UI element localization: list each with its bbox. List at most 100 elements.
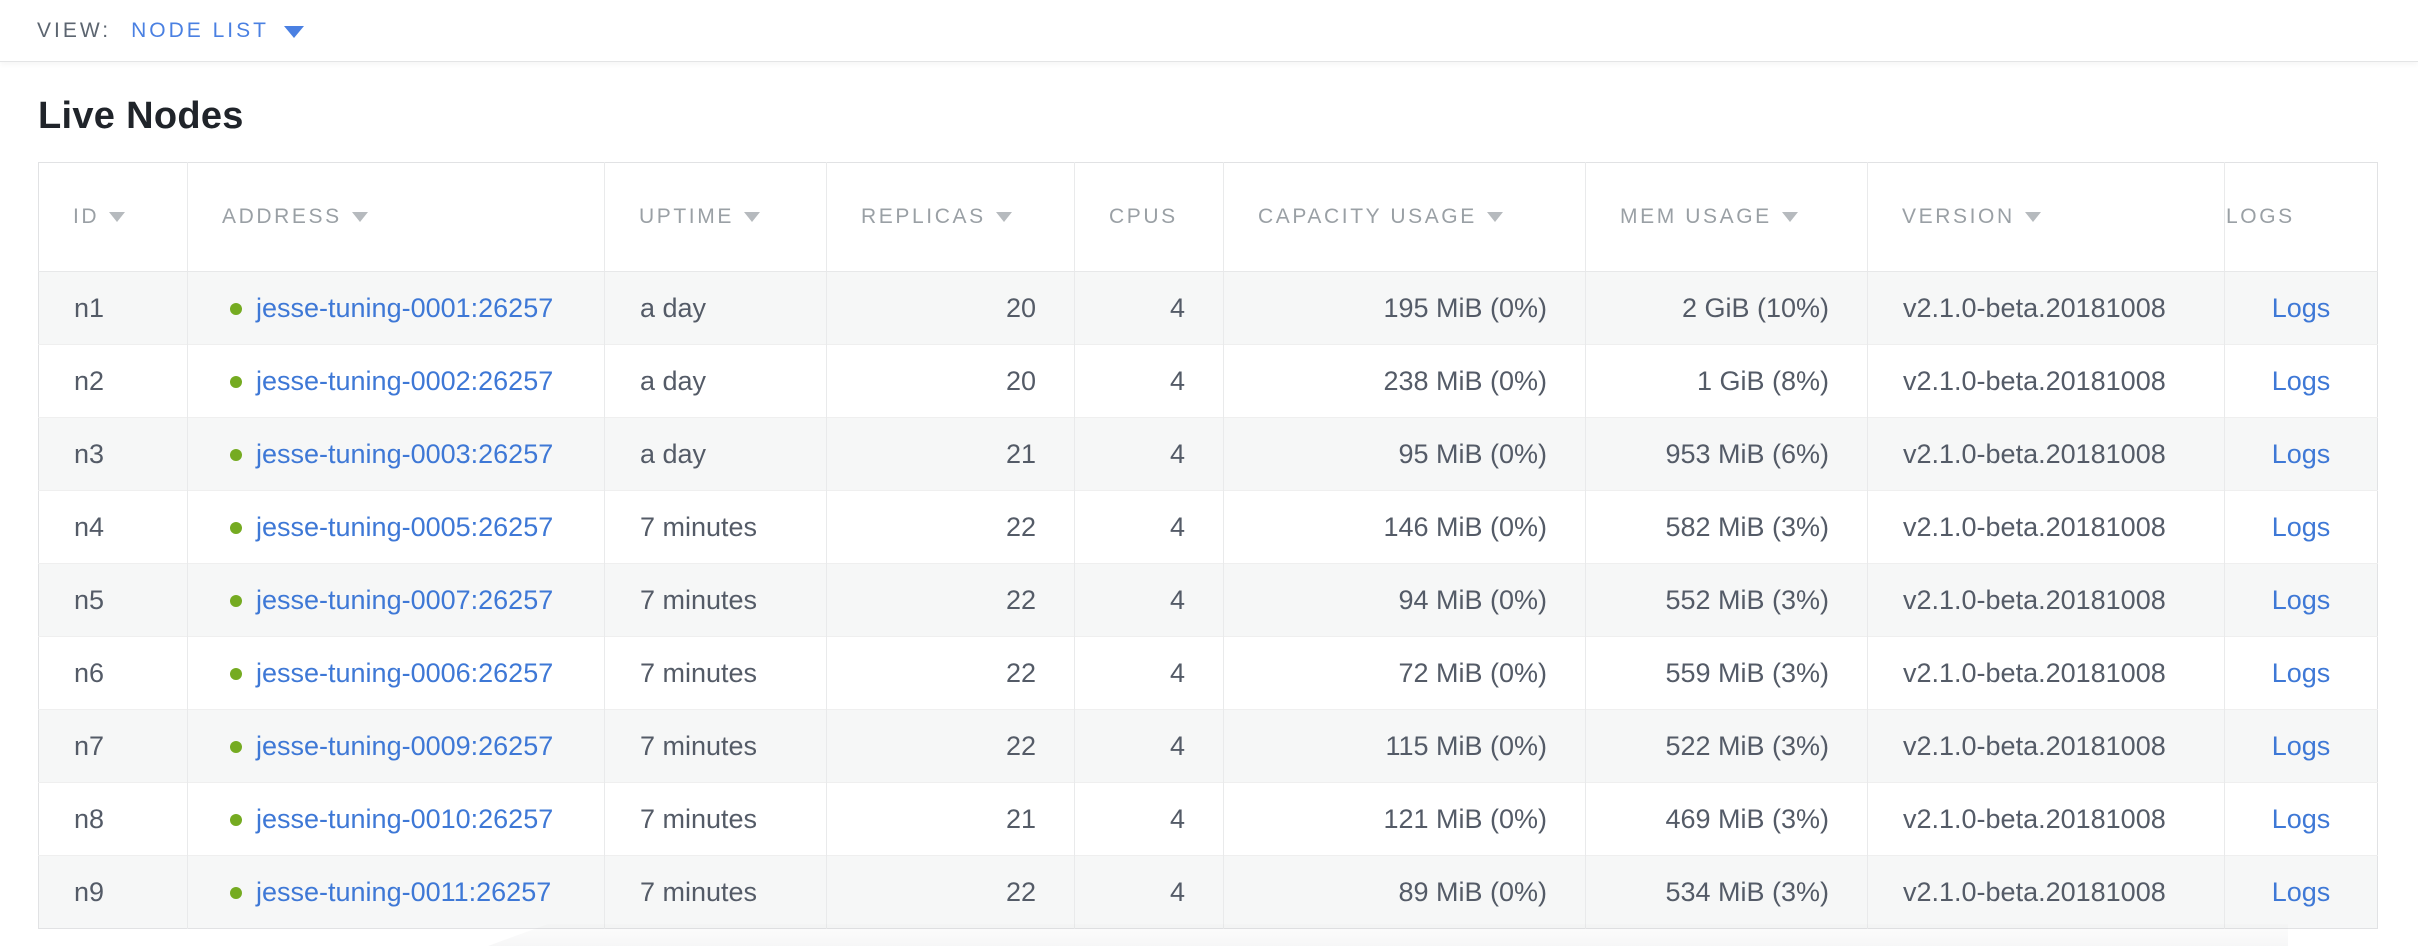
logs-link[interactable]: Logs — [2271, 292, 2331, 323]
cell-cpus: 4 — [1074, 271, 1224, 345]
node-address-link[interactable]: jesse-tuning-0005:26257 — [256, 511, 554, 542]
logs-link[interactable]: Logs — [2271, 803, 2331, 834]
cell-uptime: 7 minutes — [604, 490, 827, 564]
sort-desc-icon — [351, 212, 368, 222]
cell-uptime: a day — [604, 344, 827, 418]
node-address-link[interactable]: jesse-tuning-0002:26257 — [256, 365, 554, 396]
logs-link[interactable]: Logs — [2271, 730, 2331, 761]
cell-id: n2 — [38, 344, 188, 418]
cell-logs: Logs — [2224, 417, 2378, 491]
sort-desc-icon — [1486, 212, 1503, 222]
table-header-row: ID ADDRESS UPTIME REPLICAS CPUS CAPACITY USAG… — [38, 162, 2378, 272]
cell-uptime: 7 minutes — [604, 855, 827, 929]
cell-logs: Logs — [2224, 344, 2378, 418]
status-dot-icon — [230, 813, 242, 826]
cell-replicas: 22 — [826, 636, 1075, 710]
logs-link[interactable]: Logs — [2271, 365, 2331, 396]
node-address-link[interactable]: jesse-tuning-0006:26257 — [256, 657, 554, 688]
cell-capacity: 115 MiB (0%) — [1223, 709, 1586, 783]
cell-mem: 522 MiB (3%) — [1585, 709, 1868, 783]
sort-desc-icon — [109, 212, 126, 222]
cell-id: n8 — [38, 782, 188, 856]
status-dot-icon — [230, 302, 242, 315]
node-address-link[interactable]: jesse-tuning-0001:26257 — [256, 292, 554, 323]
logs-link[interactable]: Logs — [2271, 657, 2331, 688]
column-header-id[interactable]: ID — [38, 162, 188, 272]
column-header-logs: LOGS — [2224, 162, 2378, 272]
node-address-link[interactable]: jesse-tuning-0003:26257 — [256, 438, 554, 469]
cell-logs: Logs — [2224, 271, 2378, 345]
cell-mem: 469 MiB (3%) — [1585, 782, 1868, 856]
cell-logs: Logs — [2224, 782, 2378, 856]
logs-link[interactable]: Logs — [2271, 511, 2331, 542]
node-address-link[interactable]: jesse-tuning-0011:26257 — [256, 876, 552, 907]
cell-mem: 534 MiB (3%) — [1585, 855, 1868, 929]
page-title: Live Nodes — [38, 95, 244, 137]
node-address-link[interactable]: jesse-tuning-0007:26257 — [256, 584, 554, 615]
cell-address: jesse-tuning-0007:26257 — [187, 563, 605, 637]
cell-mem: 953 MiB (6%) — [1585, 417, 1868, 491]
table-row: n8 jesse-tuning-0010:26257 7 minutes 21 4 121… — [38, 782, 2378, 856]
table-body: n1 jesse-tuning-0001:26257 a day 20 4 195 MiB… — [38, 271, 2378, 929]
cell-version: v2.1.0-beta.20181008 — [1867, 563, 2225, 637]
table-row: n5 jesse-tuning-0007:26257 7 minutes 22 4 94 … — [38, 563, 2378, 637]
node-address-link[interactable]: jesse-tuning-0010:26257 — [256, 803, 554, 834]
status-dot-icon — [230, 448, 242, 461]
cell-logs: Logs — [2224, 490, 2378, 564]
cell-capacity: 89 MiB (0%) — [1223, 855, 1586, 929]
column-header-version[interactable]: VERSION — [1867, 162, 2225, 272]
live-nodes-table-container: ID ADDRESS UPTIME REPLICAS CPUS CAPACITY USAG… — [38, 162, 2379, 929]
table-row: n1 jesse-tuning-0001:26257 a day 20 4 195 MiB… — [38, 271, 2378, 345]
cell-mem: 552 MiB (3%) — [1585, 563, 1868, 637]
cell-cpus: 4 — [1074, 344, 1224, 418]
table-header: ID ADDRESS UPTIME REPLICAS CPUS CAPACITY USAG… — [38, 162, 2378, 272]
column-header-uptime[interactable]: UPTIME — [604, 162, 827, 272]
cell-capacity: 95 MiB (0%) — [1223, 417, 1586, 491]
view-bar: VIEW: NODE LIST — [0, 0, 2418, 62]
cell-mem: 559 MiB (3%) — [1585, 636, 1868, 710]
cell-cpus: 4 — [1074, 782, 1224, 856]
cell-cpus: 4 — [1074, 709, 1224, 783]
column-header-mem[interactable]: MEM USAGE — [1585, 162, 1868, 272]
cell-capacity: 195 MiB (0%) — [1223, 271, 1586, 345]
table-row: n2 jesse-tuning-0002:26257 a day 20 4 238 MiB… — [38, 344, 2378, 418]
logs-link[interactable]: Logs — [2271, 584, 2331, 615]
column-header-label: CPUS — [1109, 205, 1178, 228]
cell-id: n4 — [38, 490, 188, 564]
column-header-address[interactable]: ADDRESS — [187, 162, 605, 272]
cell-version: v2.1.0-beta.20181008 — [1867, 344, 2225, 418]
logs-link[interactable]: Logs — [2271, 438, 2331, 469]
table-row: n7 jesse-tuning-0009:26257 7 minutes 22 4 115… — [38, 709, 2378, 783]
live-nodes-table: ID ADDRESS UPTIME REPLICAS CPUS CAPACITY USAG… — [38, 162, 2378, 929]
cell-id: n7 — [38, 709, 188, 783]
column-header-capacity[interactable]: CAPACITY USAGE — [1223, 162, 1586, 272]
cell-id: n9 — [38, 855, 188, 929]
cell-replicas: 22 — [826, 855, 1075, 929]
cell-replicas: 22 — [826, 709, 1075, 783]
sort-desc-icon — [2024, 212, 2041, 222]
column-header-replicas[interactable]: REPLICAS — [826, 162, 1075, 272]
cell-address: jesse-tuning-0009:26257 — [187, 709, 605, 783]
logs-link[interactable]: Logs — [2271, 876, 2331, 907]
cell-uptime: 7 minutes — [604, 563, 827, 637]
column-header-cpus: CPUS — [1074, 162, 1224, 272]
view-selector-dropdown[interactable]: NODE LIST — [131, 19, 304, 43]
column-header-label: MEM USAGE — [1620, 205, 1772, 228]
table-row: n4 jesse-tuning-0005:26257 7 minutes 22 4 146… — [38, 490, 2378, 564]
node-address-link[interactable]: jesse-tuning-0009:26257 — [256, 730, 554, 761]
cell-address: jesse-tuning-0006:26257 — [187, 636, 605, 710]
cell-address: jesse-tuning-0003:26257 — [187, 417, 605, 491]
column-header-label: LOGS — [2226, 205, 2295, 228]
column-header-label: ADDRESS — [222, 205, 342, 228]
cell-id: n6 — [38, 636, 188, 710]
cell-replicas: 20 — [826, 271, 1075, 345]
cell-uptime: a day — [604, 417, 827, 491]
cell-uptime: 7 minutes — [604, 709, 827, 783]
cell-version: v2.1.0-beta.20181008 — [1867, 782, 2225, 856]
status-dot-icon — [230, 886, 242, 899]
status-dot-icon — [230, 521, 242, 534]
sort-desc-icon — [995, 212, 1012, 222]
cell-uptime: a day — [604, 271, 827, 345]
cell-version: v2.1.0-beta.20181008 — [1867, 417, 2225, 491]
cell-mem: 582 MiB (3%) — [1585, 490, 1868, 564]
